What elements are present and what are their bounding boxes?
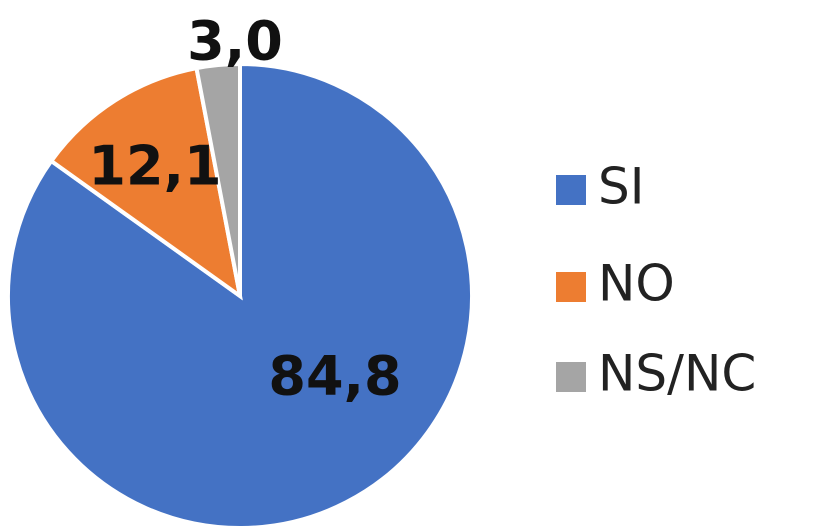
legend-swatch [556,362,586,392]
value-label: 84,8 [268,345,401,408]
value-label: 12,1 [88,135,221,198]
legend-label: NO [598,255,675,313]
pie-slice [48,65,243,301]
legend-swatch [556,175,586,205]
legend-label: NS/NC [598,345,756,403]
pie-slice [194,61,242,297]
legend-label: SI [598,158,644,216]
legend-swatch [556,272,586,302]
value-label: 3,0 [187,10,283,73]
